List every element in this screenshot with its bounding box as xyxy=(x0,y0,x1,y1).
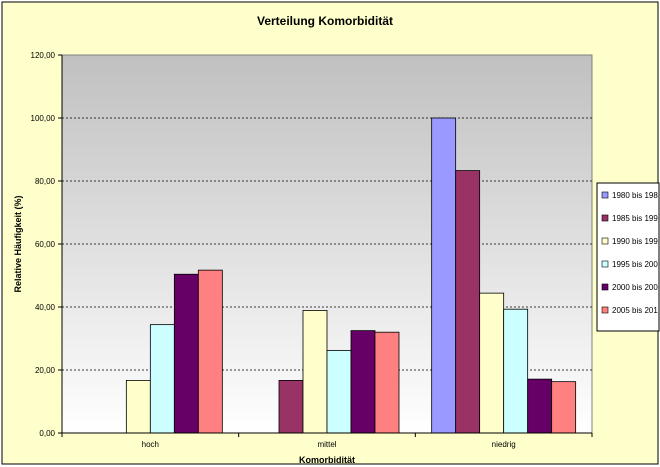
bar-niedrig-0 xyxy=(431,117,457,434)
x-tick-label: hoch xyxy=(142,440,159,449)
legend-label: 1995 bis 200 xyxy=(612,260,658,269)
legend-swatch xyxy=(601,191,609,199)
legend-swatch xyxy=(601,283,609,291)
legend-swatch xyxy=(601,214,609,222)
bar-mittel-4 xyxy=(350,330,376,434)
y-tick-label: 80,00 xyxy=(35,177,56,186)
chart-title: Verteilung Komorbidität xyxy=(257,14,393,28)
x-tick-label: niedrig xyxy=(492,440,516,449)
legend-swatch xyxy=(601,306,609,314)
bar-hoch-4 xyxy=(173,273,199,434)
bar-mittel-1 xyxy=(278,379,304,434)
y-axis-label: Relative Häufigkeit (%) xyxy=(13,195,23,292)
legend-label: 2005 bis 201 xyxy=(612,306,658,315)
y-tick-label: 40,00 xyxy=(35,303,56,312)
y-tick-label: 20,00 xyxy=(35,366,56,375)
legend-label: 1980 bis 198 xyxy=(612,191,658,200)
bars xyxy=(125,117,577,434)
y-tick-label: 60,00 xyxy=(35,240,56,249)
x-axis-label: Komorbidität xyxy=(299,455,355,465)
bar-hoch-3 xyxy=(149,324,175,434)
bar-niedrig-2 xyxy=(479,292,505,434)
x-tick-label: mittel xyxy=(317,440,336,449)
bar-mittel-5 xyxy=(374,331,400,434)
bar-mittel-3 xyxy=(326,350,352,434)
legend-swatch xyxy=(601,237,609,245)
y-tick-label: 0,00 xyxy=(39,429,55,438)
bar-niedrig-4 xyxy=(527,378,553,434)
bar-hoch-2 xyxy=(125,379,151,434)
y-tick-label: 100,00 xyxy=(31,114,56,123)
bar-niedrig-5 xyxy=(551,381,577,434)
legend: 1980 bis 198 1985 bis 199 1990 bis 199 1995… xyxy=(596,182,660,332)
legend-box xyxy=(596,182,660,332)
bar-hoch-5 xyxy=(197,269,223,434)
legend-swatch xyxy=(601,260,609,268)
bar-mittel-2 xyxy=(302,310,328,434)
axes: 0,00 20,00 40,00 60,00 80,00 100,00 120,00 hoch… xyxy=(31,51,593,449)
legend-label: 1985 bis 199 xyxy=(612,214,658,223)
y-tick-label: 120,00 xyxy=(31,51,56,60)
bar-niedrig-1 xyxy=(455,170,481,434)
legend-label: 2000 bis 200 xyxy=(612,283,658,292)
bar-niedrig-3 xyxy=(503,308,529,434)
legend-label: 1990 bis 199 xyxy=(612,237,658,246)
